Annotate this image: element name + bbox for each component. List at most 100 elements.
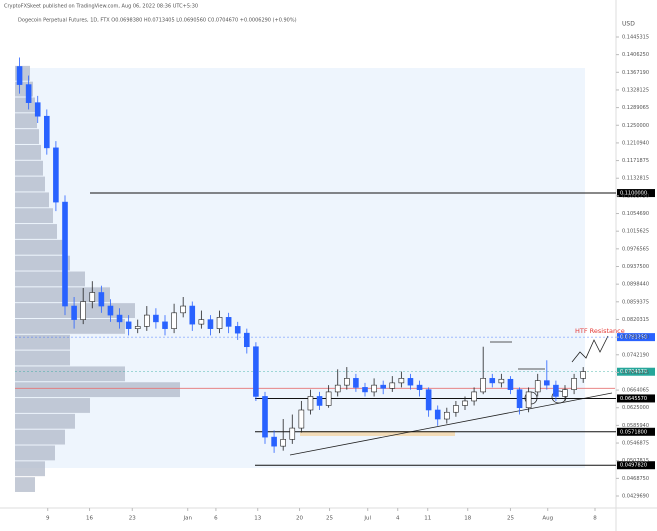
price-label: 0.0497820: [620, 463, 647, 469]
candle-body: [134, 326, 141, 329]
candle-body: [16, 66, 23, 85]
candle-body: [144, 314, 150, 327]
candle-body: [98, 292, 105, 307]
price-label: 0.0571800: [620, 429, 647, 435]
y-tick-label: 0.1328125: [622, 87, 649, 93]
y-tick-label: 0.0898440: [622, 282, 649, 288]
circle-mark: [551, 390, 567, 404]
candle-body: [153, 314, 159, 323]
y-tick-label: 0.0468750: [622, 476, 649, 482]
candle-body: [80, 301, 86, 320]
candle-body: [562, 389, 568, 397]
volume-profile-bar: [15, 413, 75, 429]
candle-body: [516, 389, 523, 409]
volume-profile-bar: [15, 160, 43, 176]
candle-body: [289, 427, 296, 440]
candle-body: [507, 378, 514, 390]
x-tick-label: 8: [593, 516, 597, 522]
volume-profile-bar: [15, 144, 41, 160]
candle-body: [498, 378, 505, 384]
x-tick-label: 13: [254, 516, 261, 522]
volume-profile-bar: [15, 461, 45, 477]
y-tick-label: 0.0664065: [622, 388, 649, 394]
y-tick-label: 0.0937500: [622, 264, 649, 270]
candle-body: [489, 378, 496, 384]
candle-body: [44, 115, 50, 149]
candle-body: [398, 378, 405, 384]
y-tick-label: 0.1093750: [622, 193, 649, 199]
candle-body: [316, 396, 323, 406]
x-tick-label: 4: [396, 516, 400, 522]
x-tick-label: 18: [464, 516, 471, 522]
volume-profile-bar: [15, 255, 70, 271]
candle-body: [416, 384, 423, 390]
range-shade: [15, 68, 585, 468]
y-tick-label: 0.0625000: [622, 405, 649, 411]
x-tick-label: Jan: [182, 516, 192, 522]
y-tick-label: 0.1250000: [622, 123, 649, 129]
candle-body: [434, 409, 441, 420]
candle-body: [34, 102, 41, 117]
y-tick-label: 0.0820315: [622, 317, 649, 323]
candle-body: [280, 439, 286, 447]
volume-profile-bar: [15, 192, 49, 208]
x-tick-label: 20: [296, 516, 303, 522]
candle-body: [180, 305, 186, 314]
candle-body: [334, 384, 341, 393]
volume-profile-bar: [15, 350, 70, 366]
y-tick-label: 0.1054690: [622, 211, 649, 217]
candle-body: [53, 147, 59, 203]
price-label-box: [617, 333, 655, 342]
candle-body: [525, 391, 532, 409]
candle-body: [307, 396, 314, 411]
volume-profile-bar: [15, 445, 55, 461]
x-tick-label: 6: [214, 516, 218, 522]
candle-body: [453, 405, 459, 413]
candle-body: [371, 384, 377, 393]
candle-body: [462, 400, 468, 406]
candle-body: [125, 321, 132, 329]
volume-profile-bar: [15, 271, 85, 287]
y-tick-label: 0.1406250: [622, 52, 649, 58]
candle-body: [262, 396, 268, 438]
candle-body: [171, 312, 177, 329]
y-tick-label: 0.0546875: [622, 441, 649, 447]
price-label: 0.0704670: [620, 369, 647, 375]
candle-body: [580, 371, 586, 379]
candle-body: [71, 305, 77, 320]
candle-body: [344, 378, 350, 386]
candle-body: [425, 389, 432, 411]
price-label-box: [617, 189, 655, 198]
candle-body: [389, 382, 396, 389]
volume-profile-bar: [15, 382, 180, 398]
candle-body: [271, 436, 277, 447]
currency: USD: [622, 21, 635, 28]
candle-body: [107, 305, 114, 316]
x-tick-label: 25: [326, 516, 333, 522]
y-tick-label: 0.1132815: [622, 176, 649, 182]
price-label: 0.0781250: [620, 335, 647, 341]
y-tick-label: 0.1367190: [622, 70, 649, 76]
candle-body: [198, 319, 205, 325]
x-tick-label: 16: [86, 516, 93, 522]
candle-body: [207, 319, 214, 329]
annotation: HTF Resistance: [575, 327, 625, 335]
candle-body: [298, 409, 305, 429]
x-tick-label: 25: [507, 516, 514, 522]
volume-profile-bar: [15, 129, 39, 144]
candle-body: [89, 292, 96, 302]
y-tick-label: 0.0507815: [622, 458, 649, 464]
candle-body: [444, 411, 450, 420]
candle-body: [362, 387, 368, 393]
price-label-box: [617, 367, 655, 376]
volume-profile-bar: [15, 224, 57, 239]
volume-profile-bar: [15, 318, 125, 334]
candle-body: [480, 378, 486, 393]
candle-body: [553, 384, 559, 397]
candle-body: [544, 380, 550, 386]
candle-body: [253, 346, 259, 397]
x-tick-label: Aug: [542, 516, 553, 522]
volume-profile-bar: [15, 113, 37, 129]
candle-body: [534, 380, 541, 393]
